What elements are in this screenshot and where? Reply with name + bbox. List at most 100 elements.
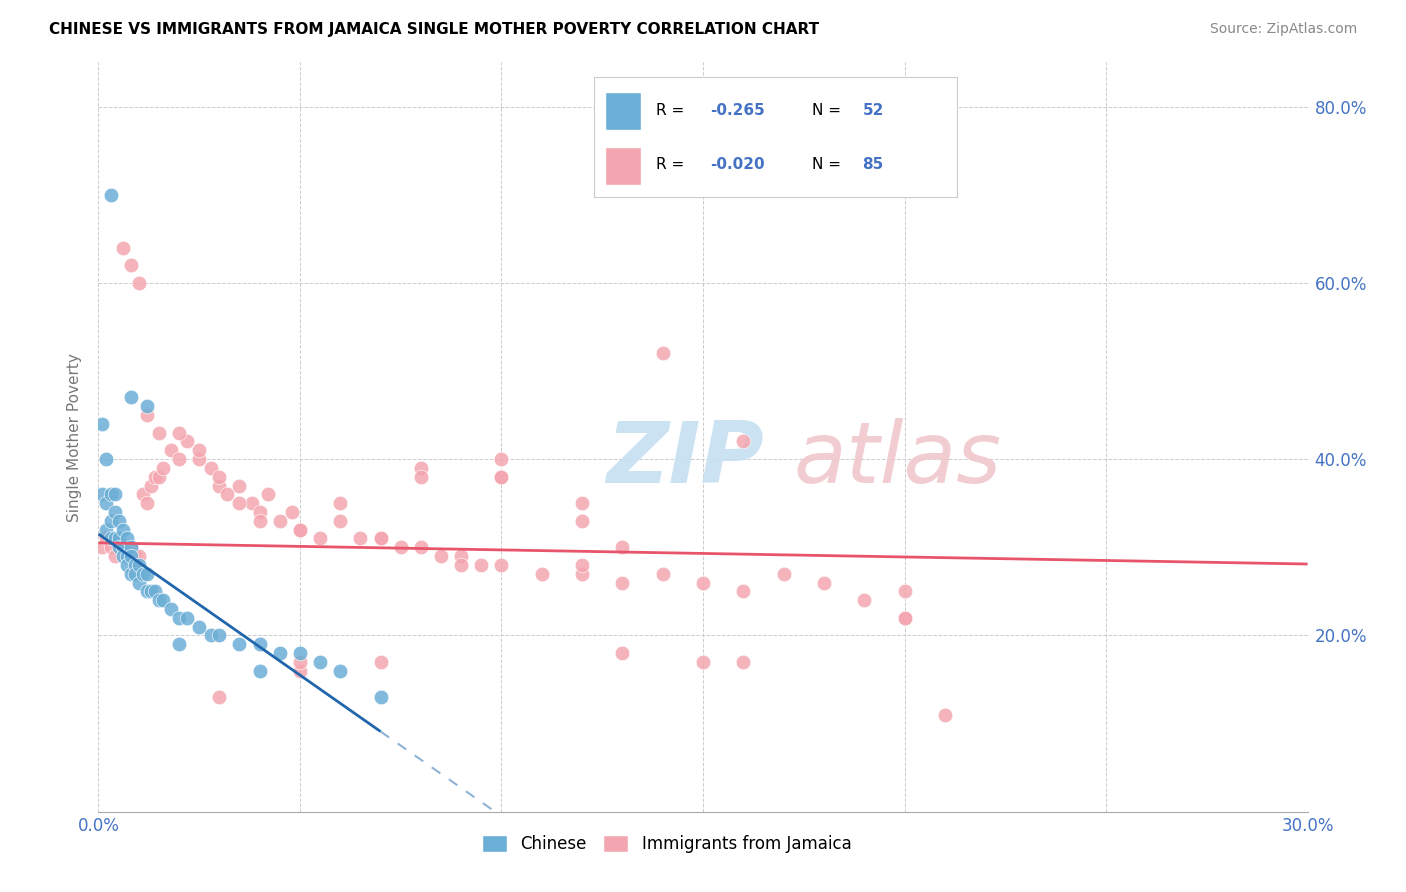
Point xyxy=(139,478,162,492)
Point xyxy=(772,566,794,581)
Point xyxy=(288,664,311,678)
Point xyxy=(853,593,876,607)
Point xyxy=(249,664,271,678)
Point xyxy=(148,469,170,483)
Point xyxy=(103,549,125,563)
Point xyxy=(249,505,271,519)
Point xyxy=(269,646,291,660)
Point xyxy=(107,532,129,546)
Point xyxy=(152,593,174,607)
Point xyxy=(115,549,138,563)
Point xyxy=(115,558,138,572)
Point xyxy=(692,655,714,669)
Point xyxy=(571,496,593,510)
Point xyxy=(370,532,392,546)
Point xyxy=(103,532,125,546)
Point xyxy=(124,558,146,572)
Point xyxy=(249,514,271,528)
Point xyxy=(128,276,150,290)
Text: Source: ZipAtlas.com: Source: ZipAtlas.com xyxy=(1209,22,1357,37)
Point xyxy=(100,487,122,501)
Point xyxy=(143,469,166,483)
Point xyxy=(100,514,122,528)
Point xyxy=(132,487,155,501)
Point xyxy=(188,443,211,458)
Point xyxy=(120,549,142,563)
Point xyxy=(893,584,915,599)
Point xyxy=(813,575,835,590)
Point xyxy=(612,575,634,590)
Point xyxy=(135,584,157,599)
Point xyxy=(409,461,432,475)
Point xyxy=(288,655,311,669)
Point xyxy=(91,417,114,431)
Point xyxy=(96,523,118,537)
Point xyxy=(370,655,392,669)
Point xyxy=(450,558,472,572)
Text: CHINESE VS IMMIGRANTS FROM JAMAICA SINGLE MOTHER POVERTY CORRELATION CHART: CHINESE VS IMMIGRANTS FROM JAMAICA SINGL… xyxy=(49,22,820,37)
Point xyxy=(470,558,492,572)
Point xyxy=(329,664,352,678)
Point xyxy=(115,532,138,546)
Point xyxy=(96,532,118,546)
Point xyxy=(571,566,593,581)
Point xyxy=(135,399,157,413)
Point xyxy=(167,637,190,651)
Point xyxy=(228,496,250,510)
Point xyxy=(733,434,755,449)
Point xyxy=(148,593,170,607)
Point xyxy=(491,558,513,572)
Point xyxy=(188,452,211,467)
Point xyxy=(269,514,291,528)
Point xyxy=(228,478,250,492)
Point xyxy=(167,425,190,440)
Point xyxy=(135,496,157,510)
Point xyxy=(200,461,222,475)
Point xyxy=(733,655,755,669)
Point xyxy=(100,541,122,555)
Point xyxy=(124,549,146,563)
Point xyxy=(176,434,198,449)
Point xyxy=(208,628,231,642)
Point xyxy=(120,566,142,581)
Text: atlas: atlas xyxy=(793,418,1001,501)
Legend: Chinese, Immigrants from Jamaica: Chinese, Immigrants from Jamaica xyxy=(475,828,858,860)
Point xyxy=(530,566,553,581)
Point xyxy=(148,425,170,440)
Point xyxy=(409,469,432,483)
Point xyxy=(91,487,114,501)
Point xyxy=(135,566,157,581)
Point xyxy=(120,258,142,272)
Point xyxy=(107,541,129,555)
Point xyxy=(107,514,129,528)
Point xyxy=(893,611,915,625)
Point xyxy=(733,584,755,599)
Point xyxy=(934,707,956,722)
Point xyxy=(329,514,352,528)
Y-axis label: Single Mother Poverty: Single Mother Poverty xyxy=(67,352,83,522)
Point xyxy=(288,523,311,537)
Point xyxy=(111,549,134,563)
Point xyxy=(176,611,198,625)
Point xyxy=(128,575,150,590)
Point xyxy=(491,452,513,467)
Text: ZIP: ZIP xyxy=(606,418,763,501)
Point xyxy=(188,619,211,633)
Point xyxy=(96,496,118,510)
Point xyxy=(370,690,392,705)
Point xyxy=(100,532,122,546)
Point xyxy=(128,549,150,563)
Point xyxy=(167,611,190,625)
Point xyxy=(240,496,263,510)
Point xyxy=(96,452,118,467)
Point xyxy=(256,487,278,501)
Point xyxy=(91,541,114,555)
Point xyxy=(349,532,371,546)
Point xyxy=(135,408,157,422)
Point xyxy=(288,646,311,660)
Point xyxy=(409,541,432,555)
Point xyxy=(208,478,231,492)
Point xyxy=(120,541,142,555)
Point xyxy=(111,541,134,555)
Point xyxy=(111,241,134,255)
